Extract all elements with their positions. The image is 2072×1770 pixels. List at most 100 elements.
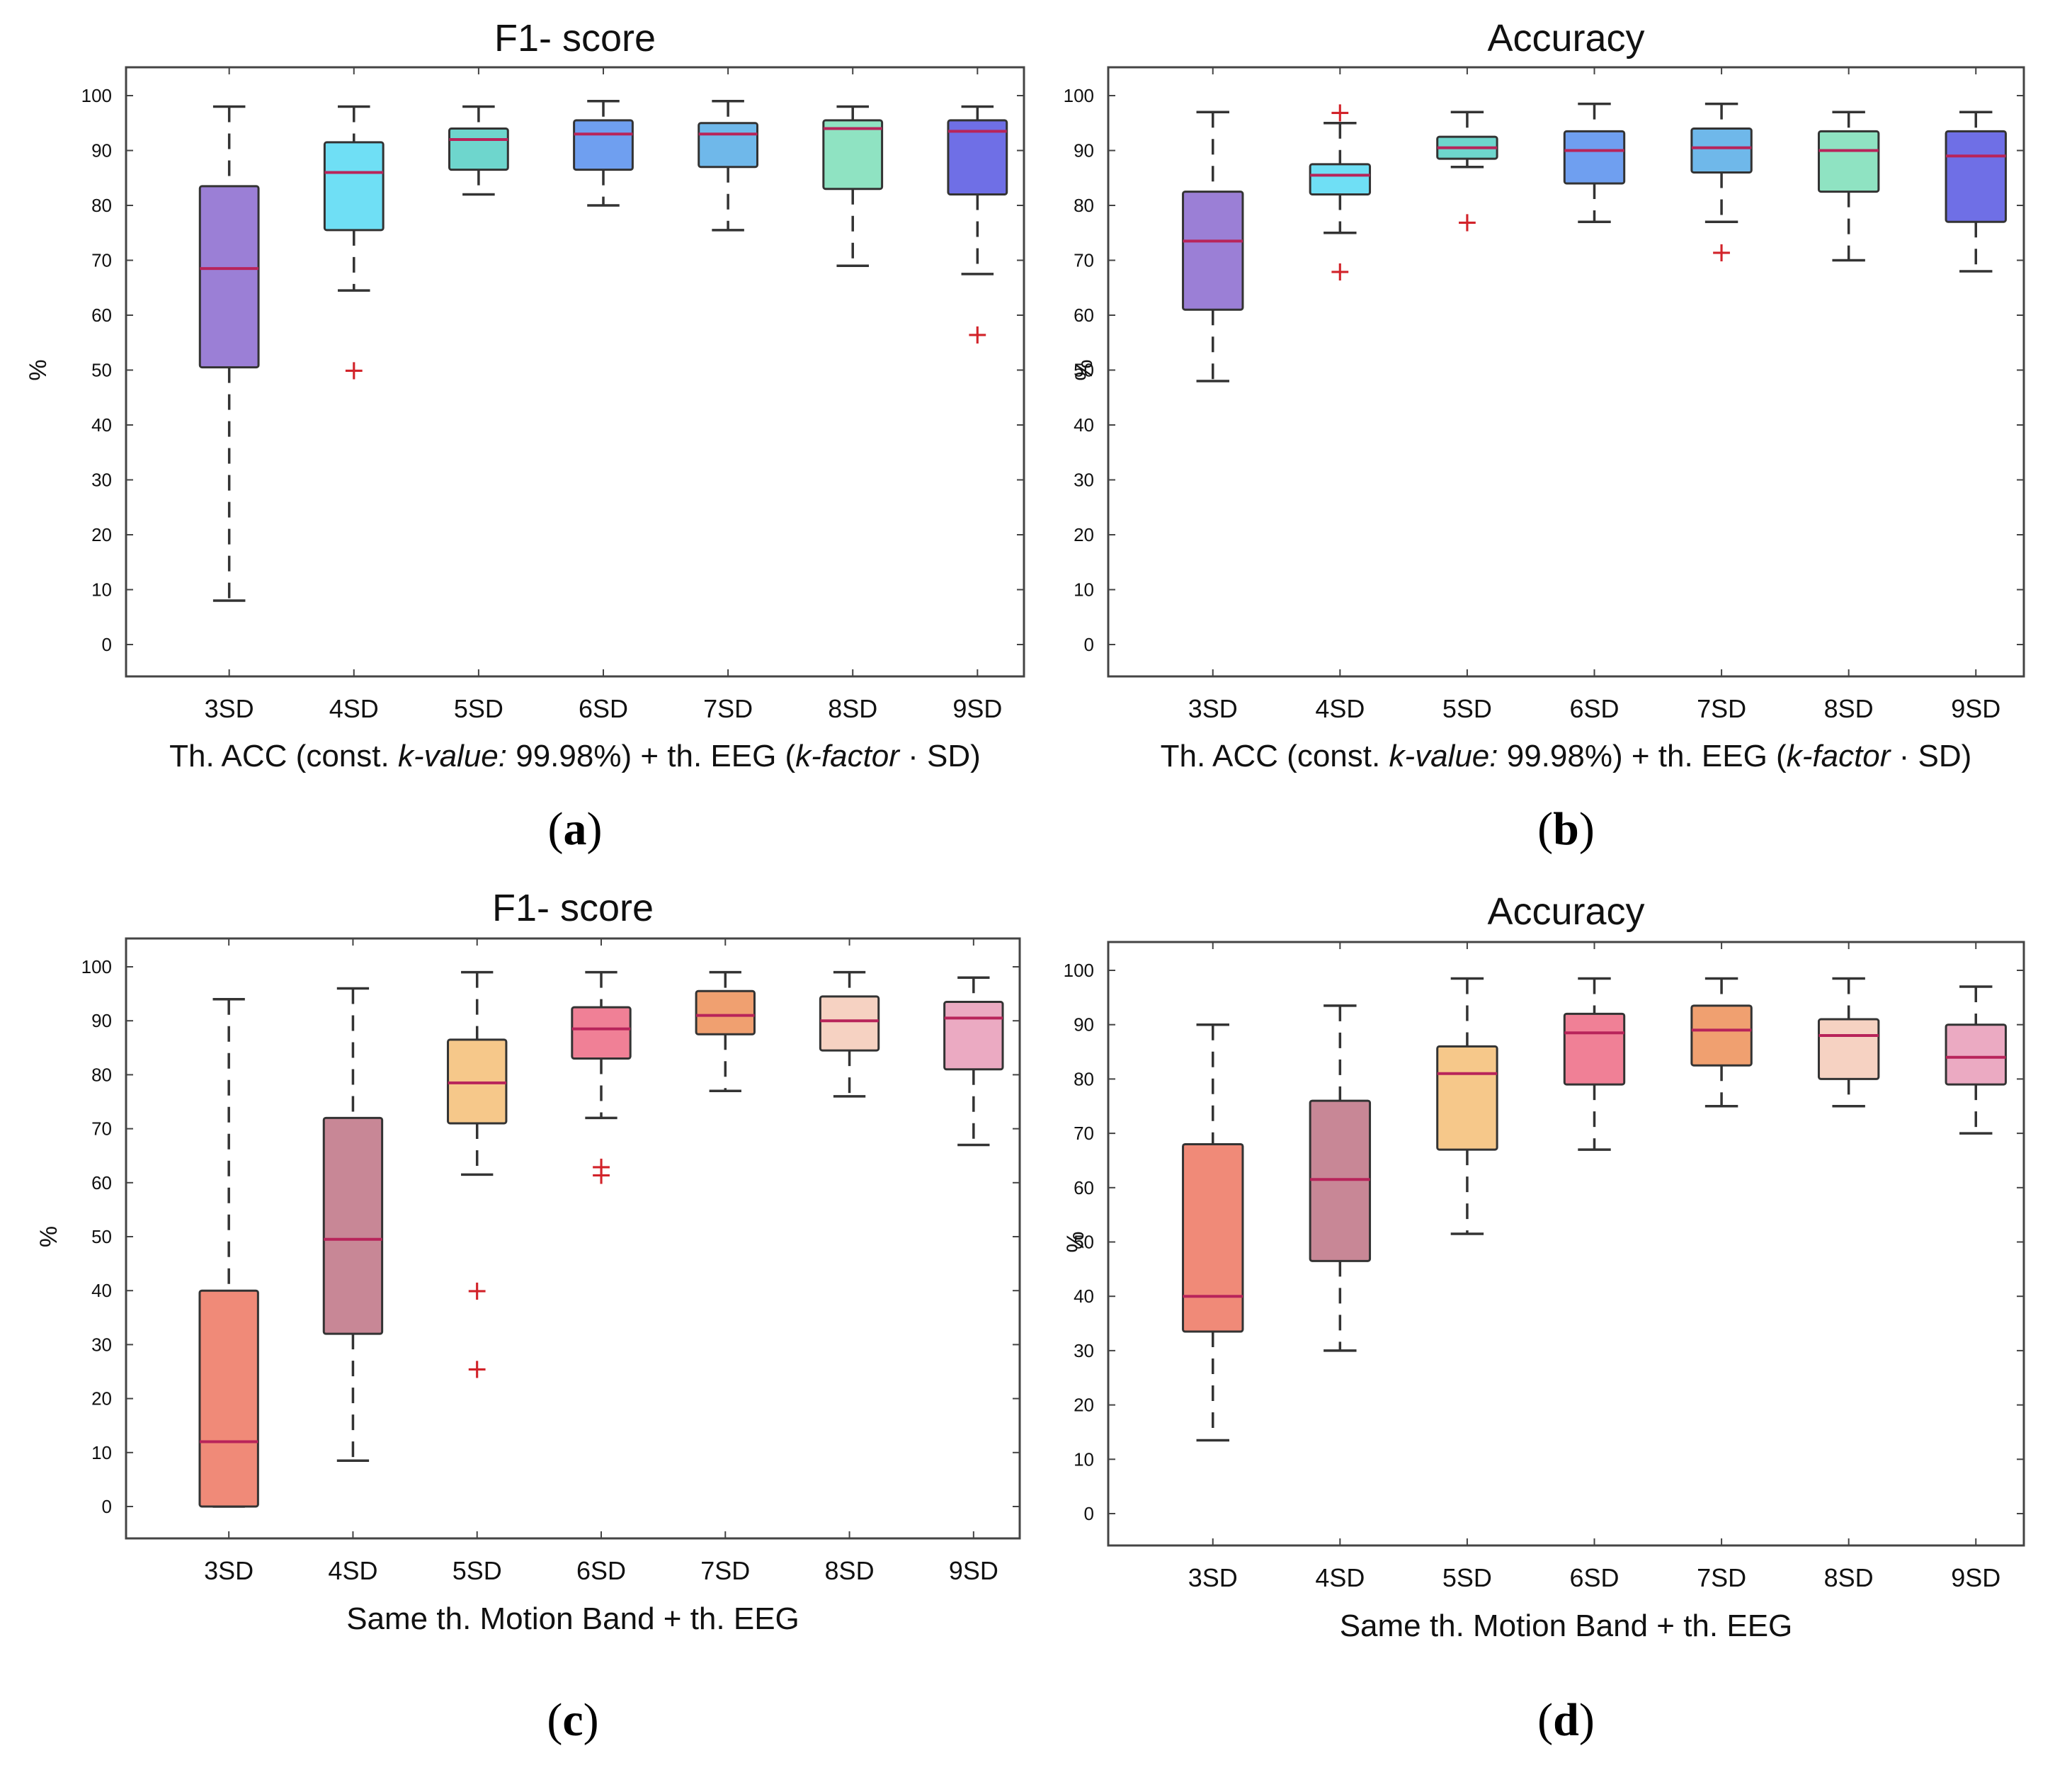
- iqr-box: [1182, 191, 1244, 311]
- y-tick-label: 0: [102, 634, 112, 655]
- y-tick-label: 10: [1074, 1448, 1094, 1470]
- y-tick-label: 0: [1084, 1503, 1094, 1524]
- x-tick-label: 3SD: [204, 1556, 254, 1585]
- box-8SD: [822, 105, 884, 267]
- y-tick-label: 100: [81, 956, 112, 977]
- panel-label-close-paren: ): [587, 803, 603, 855]
- x-axis-label: Same th. Motion Band + th. EEG: [346, 1601, 799, 1636]
- y-tick-label: 30: [91, 1334, 112, 1355]
- y-tick-label: 40: [91, 414, 112, 436]
- box-9SD: [1945, 110, 2007, 273]
- x-tick-label: 3SD: [1188, 1563, 1238, 1592]
- outlier-marker: +: [466, 1354, 489, 1385]
- box-4SD: [1309, 1004, 1372, 1352]
- x-axis-label-k_value: k-value:: [398, 739, 507, 773]
- y-axis-label: %: [1071, 359, 1098, 380]
- box-5SD: ++: [447, 970, 508, 1385]
- box-7SD: [698, 100, 758, 232]
- panel-label-close-paren: ): [1579, 803, 1595, 855]
- iqr-box: [1817, 130, 1880, 193]
- y-tick-label: 90: [91, 1010, 112, 1031]
- x-axis-label-post: · SD): [899, 739, 981, 773]
- box-6SD: [573, 100, 634, 207]
- iqr-box: [573, 119, 634, 171]
- x-axis-label-pre: Th. ACC (const.: [1161, 739, 1389, 773]
- box-3SD: [1182, 1023, 1244, 1442]
- y-tick-label: 20: [1074, 524, 1094, 545]
- x-tick-label: 8SD: [825, 1556, 875, 1585]
- x-axis-label: Same th. Motion Band + th. EEG: [1340, 1609, 1793, 1643]
- y-tick-label: 80: [91, 1064, 112, 1085]
- chart-title: F1- score: [494, 17, 656, 59]
- x-tick-label: 9SD: [1951, 694, 2000, 723]
- x-tick-label: 6SD: [1569, 1563, 1619, 1592]
- box-4SD: +: [323, 105, 385, 386]
- outlier-marker: +: [466, 1275, 489, 1306]
- x-tick-label: 5SD: [1442, 1563, 1492, 1592]
- x-axis-label-k_value: k-value:: [1389, 739, 1498, 773]
- box-7SD: [695, 970, 756, 1093]
- box-9SD: [1945, 985, 2007, 1135]
- x-tick-label: 7SD: [700, 1556, 750, 1585]
- iqr-box: [448, 127, 509, 171]
- outlier-marker: +: [590, 1151, 613, 1182]
- panel-label: (c): [547, 1694, 598, 1746]
- iqr-box: [198, 1289, 259, 1508]
- y-tick-label: 90: [91, 140, 112, 161]
- y-tick-label: 80: [1074, 1068, 1094, 1089]
- y-tick-label: 60: [1074, 1177, 1094, 1198]
- x-tick-label: 5SD: [452, 1556, 502, 1585]
- panel-label-letter: a: [564, 803, 587, 855]
- x-tick-label: 5SD: [1442, 694, 1492, 723]
- iqr-box: [1690, 1004, 1753, 1067]
- x-tick-label: 9SD: [1951, 1563, 2000, 1592]
- box-3SD: [1182, 110, 1244, 382]
- y-tick-label: 40: [91, 1280, 112, 1301]
- box-8SD: [1817, 110, 1880, 262]
- box-7SD: [1690, 977, 1753, 1108]
- iqr-box: [1945, 130, 2007, 223]
- panel-label: (b): [1537, 803, 1595, 855]
- box-9SD: +: [947, 105, 1008, 350]
- outlier-marker: +: [1710, 237, 1733, 268]
- x-axis-label-pre: Same th. Motion Band + th. EEG: [346, 1601, 799, 1636]
- plot-frame: [125, 937, 1021, 1540]
- y-axis-label: %: [25, 359, 52, 380]
- y-axis-label: %: [35, 1226, 62, 1247]
- iqr-box: [323, 141, 385, 232]
- y-tick-label: 50: [1074, 1232, 1094, 1253]
- box-3SD: [198, 105, 260, 602]
- y-tick-label: 30: [1074, 1340, 1094, 1361]
- x-axis-label-mid: 99.98%) + th. EEG (: [1498, 739, 1787, 773]
- outlier-marker: +: [1328, 256, 1351, 287]
- y-tick-label: 100: [81, 85, 112, 106]
- box-3SD: [198, 997, 259, 1508]
- y-axis-label: %: [1062, 1231, 1089, 1252]
- box-9SD: [943, 976, 1004, 1147]
- y-tick-label: 40: [1074, 1286, 1094, 1307]
- plot-frame: [1107, 66, 2025, 678]
- chart-panel-a: F1- score 0 10 20 30 40 50 60 70 80 90 100% 3SD 4SD +5…: [25, 17, 1025, 855]
- y-tick-label: 60: [1074, 305, 1094, 326]
- y-tick-label: 0: [102, 1496, 112, 1517]
- box-8SD: [1817, 977, 1880, 1108]
- x-axis-label-k_factor: k-factor: [1787, 739, 1892, 773]
- iqr-box: [819, 995, 880, 1052]
- chart-title: Accuracy: [1487, 17, 1644, 59]
- y-tick-label: 70: [91, 1118, 112, 1140]
- chart-title: Accuracy: [1487, 890, 1644, 933]
- y-tick-label: 40: [1074, 414, 1094, 436]
- box-6SD: ++: [571, 970, 632, 1190]
- x-tick-label: 7SD: [1697, 1563, 1746, 1592]
- x-tick-label: 5SD: [454, 694, 503, 723]
- x-tick-label: 7SD: [703, 694, 753, 723]
- chart-panel-d: Accuracy 0 10 20 30 40 50 60 70 80 90 100% 3SD 4SD 5SD…: [1062, 890, 2025, 1746]
- iqr-box: [1182, 1142, 1244, 1333]
- panel-label-open-paren: (: [1537, 1694, 1553, 1746]
- x-tick-label: 8SD: [828, 694, 877, 723]
- y-tick-label: 100: [1064, 85, 1094, 106]
- x-axis-label-post: · SD): [1890, 739, 1971, 773]
- y-tick-label: 0: [1084, 634, 1094, 655]
- y-tick-label: 10: [91, 1442, 112, 1463]
- chart-title: F1- score: [492, 887, 654, 929]
